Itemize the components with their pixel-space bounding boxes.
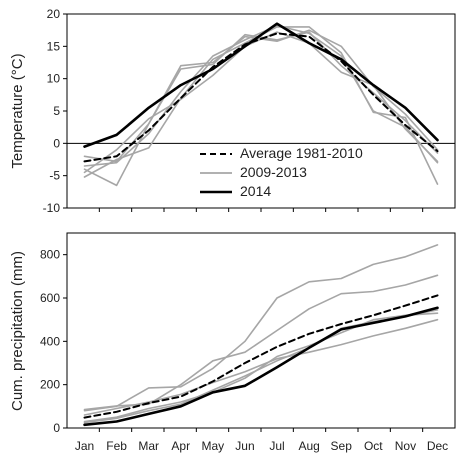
series-2014 bbox=[83, 306, 439, 427]
x-tick-label: Mar bbox=[138, 439, 159, 453]
series-2014 bbox=[83, 22, 439, 148]
y-tick-label: 800 bbox=[40, 248, 60, 262]
y-tick-label: 200 bbox=[40, 378, 60, 392]
x-tick-label: Aug bbox=[298, 439, 319, 453]
series-2009-2013-year-3 bbox=[83, 318, 439, 416]
series-2009-2013-year-4 bbox=[83, 24, 439, 167]
y-axis-label: Cum. precipitation (mm) bbox=[9, 251, 26, 411]
legend-label: Average 1981-2010 bbox=[240, 145, 363, 161]
series-2009-2013-year-1 bbox=[83, 244, 439, 412]
y-tick-label: -10 bbox=[43, 201, 61, 215]
series-2009-2013-year-4 bbox=[83, 312, 439, 423]
x-tick-label: Jun bbox=[235, 439, 254, 453]
y-tick-label: 5 bbox=[53, 104, 60, 118]
x-tick-label: Jan bbox=[75, 439, 94, 453]
series-2009-2013-year-2 bbox=[83, 274, 439, 411]
series-2009-2013-year-1 bbox=[83, 29, 439, 187]
series-average-1981-2010 bbox=[83, 32, 439, 163]
x-tick-label: Jul bbox=[269, 439, 284, 453]
x-tick-label: Sep bbox=[331, 439, 353, 453]
legend-label: 2009-2013 bbox=[240, 164, 307, 180]
y-tick-label: 15 bbox=[47, 39, 61, 53]
precipitation-panel: 0 200 400 600 800 Jan Feb Mar Apr May Jun Jul Aug Sep… bbox=[9, 232, 456, 453]
y-tick-label: 20 bbox=[47, 7, 61, 21]
series-2009-2013-year-5 bbox=[83, 31, 439, 163]
x-tick-label: Feb bbox=[106, 439, 127, 453]
x-tick-label: Dec bbox=[427, 439, 448, 453]
temperature-panel: -10 -5 0 5 10 15 20 Temperature (°C) Average 198… bbox=[9, 7, 456, 215]
y-tick-label: 600 bbox=[40, 291, 60, 305]
series-average-1981-2010 bbox=[83, 294, 439, 419]
legend-label: 2014 bbox=[240, 183, 271, 199]
y-tick-label: 0 bbox=[53, 421, 60, 435]
x-tick-label: Oct bbox=[364, 439, 383, 453]
y-axis-label: Temperature (°C) bbox=[9, 53, 26, 168]
y-tick-label: -5 bbox=[49, 169, 60, 183]
x-tick-label: May bbox=[202, 439, 225, 453]
x-tick-label: Apr bbox=[171, 439, 190, 453]
y-tick-label: 10 bbox=[47, 72, 61, 86]
x-tick-label: Nov bbox=[395, 439, 416, 453]
y-tick-label: 0 bbox=[53, 136, 60, 150]
y-tick-label: 400 bbox=[40, 334, 60, 348]
